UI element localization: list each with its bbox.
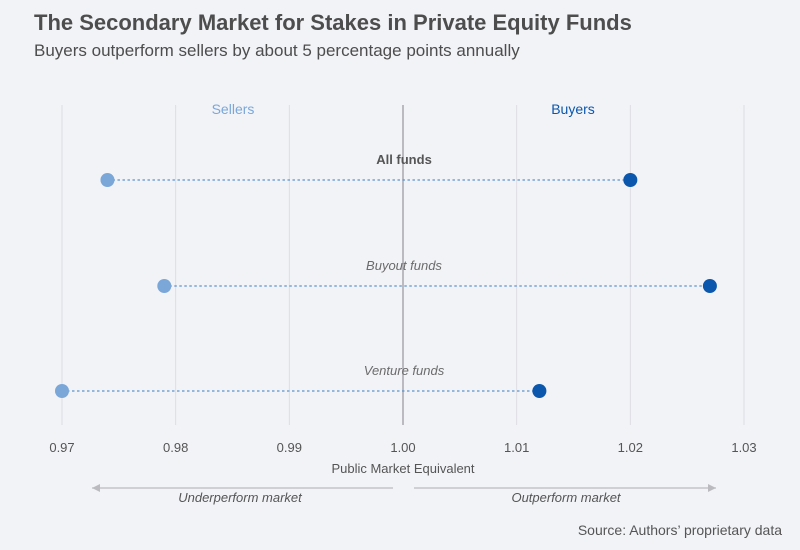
left-arrowhead — [92, 484, 100, 492]
chart-subtitle: Buyers outperform sellers by about 5 per… — [34, 41, 520, 60]
x-tick-label: 1.03 — [731, 440, 756, 455]
buyer-point — [702, 279, 717, 293]
x-tick-label: 1.00 — [390, 440, 415, 455]
outperform-annotation: Outperform market — [511, 490, 621, 505]
seller-point — [157, 279, 172, 293]
chart-title: The Secondary Market for Stakes in Priva… — [34, 10, 632, 35]
buyer-point — [623, 173, 638, 187]
legend: Sellers Buyers — [212, 101, 595, 117]
x-axis-label: Public Market Equivalent — [331, 461, 474, 476]
row-label: All funds — [376, 152, 432, 167]
legend-sellers: Sellers — [212, 101, 255, 117]
x-tick-label: 1.02 — [618, 440, 643, 455]
legend-buyers: Buyers — [551, 101, 595, 117]
underperform-annotation: Underperform market — [178, 490, 303, 505]
x-tick-label: 0.98 — [163, 440, 188, 455]
source-note: Source: Authors’ proprietary data — [577, 522, 782, 538]
buyer-point — [532, 384, 547, 398]
performance-arrows: Underperform market Outperform market — [92, 484, 716, 505]
x-tick-label: 1.01 — [504, 440, 529, 455]
right-arrowhead — [708, 484, 716, 492]
seller-point — [55, 384, 69, 398]
gridlines — [61, 105, 745, 425]
x-tick-label: 0.97 — [49, 440, 74, 455]
x-tick-label: 0.99 — [277, 440, 302, 455]
row-label: Buyout funds — [366, 258, 442, 273]
data-rows: All funds Buyout funds Venture funds — [55, 152, 717, 398]
row-label: Venture funds — [364, 363, 445, 378]
seller-point — [100, 173, 115, 187]
x-axis: 0.97 0.98 0.99 1.00 1.01 1.02 1.03 Public Marke… — [49, 440, 756, 476]
